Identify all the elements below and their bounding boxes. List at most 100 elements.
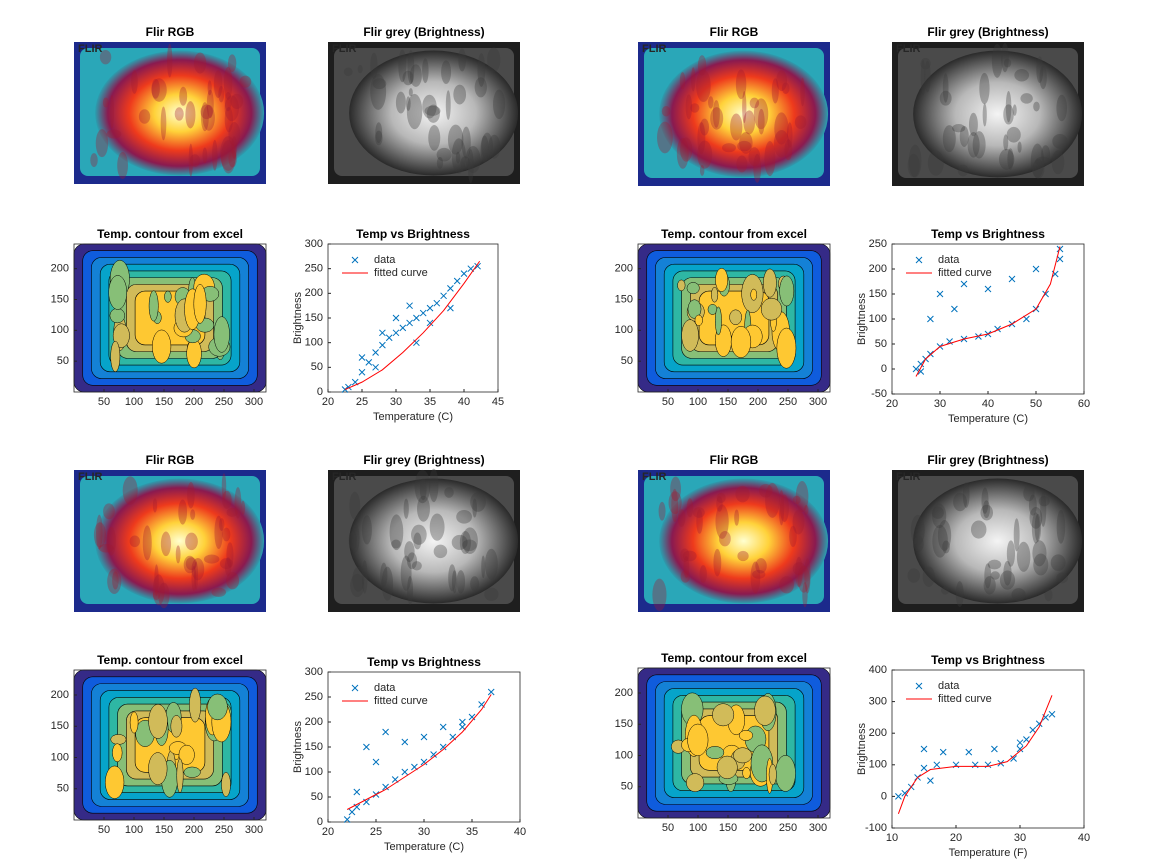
x-tick-label: 40 — [1078, 832, 1090, 844]
image-texture — [907, 153, 920, 178]
image-texture — [117, 151, 128, 180]
image-texture — [1017, 141, 1022, 153]
legend-label: fitted curve — [374, 267, 428, 279]
image-texture — [987, 559, 1002, 570]
image-texture — [239, 75, 252, 88]
image-texture — [952, 123, 966, 133]
image-texture — [924, 60, 931, 93]
y-tick-label: 300 — [305, 238, 323, 250]
image-texture — [152, 590, 161, 600]
y-tick-label: 200 — [869, 263, 887, 275]
y-tick-label: 50 — [875, 338, 887, 350]
image-texture — [413, 532, 422, 550]
image-texture — [941, 586, 950, 595]
x-tick-label: 45 — [492, 396, 504, 408]
data-point — [413, 314, 420, 322]
y-tick-label: 150 — [305, 312, 323, 324]
axes-box — [73, 669, 267, 821]
image-texture — [451, 534, 468, 550]
y-tick-label: 50 — [621, 781, 633, 793]
data-point — [939, 748, 947, 756]
image-texture — [436, 147, 452, 162]
data-point — [343, 816, 351, 823]
y-tick-label: 50 — [57, 783, 69, 795]
data-point — [372, 758, 380, 766]
image-texture — [188, 143, 193, 177]
image-texture — [226, 507, 238, 517]
contour-blob — [687, 299, 702, 319]
image-texture — [129, 535, 141, 548]
image-texture — [1036, 56, 1044, 84]
contour-blob — [750, 288, 758, 301]
y-tick-label: 300 — [305, 666, 323, 678]
image-texture — [968, 112, 978, 137]
image-texture — [696, 69, 711, 103]
image-texture — [467, 149, 474, 184]
image-logo: FLIR — [642, 43, 666, 55]
contour-blob — [213, 316, 230, 353]
image-texture — [106, 526, 116, 556]
x-tick-label: 40 — [982, 398, 994, 410]
image-texture — [403, 498, 409, 519]
chart-title: Temp. contour from excel — [661, 651, 807, 665]
x-axis-label: Temperature (C) — [384, 841, 464, 853]
image-texture — [736, 155, 748, 173]
image-texture — [710, 107, 724, 130]
image-texture — [908, 144, 922, 178]
image-heat — [659, 478, 829, 604]
image-texture — [152, 498, 158, 513]
image-texture — [1050, 554, 1066, 571]
image-texture — [697, 55, 707, 76]
image-heat — [349, 50, 519, 176]
data-point — [392, 314, 400, 322]
x-tick-label: 25 — [356, 396, 368, 408]
x-axis-label: Temperature (F) — [949, 847, 1028, 859]
image-texture — [1003, 134, 1009, 151]
image-heat — [349, 478, 519, 604]
image-texture — [462, 539, 477, 552]
data-point — [1023, 736, 1030, 743]
contour-blob — [711, 287, 719, 303]
image-texture — [422, 94, 437, 119]
y-tick-label: 150 — [51, 720, 69, 732]
x-tick-label: 200 — [185, 396, 203, 408]
image-texture — [1034, 513, 1042, 542]
image-texture — [771, 78, 779, 104]
image-texture — [1011, 588, 1026, 602]
image-texture — [391, 539, 401, 549]
image-texture — [222, 527, 231, 542]
contour-blob — [108, 275, 128, 310]
image-texture — [112, 571, 119, 590]
y-tick-label: 100 — [869, 759, 887, 771]
contour-fill — [73, 243, 267, 393]
x-tick-label: 20 — [950, 832, 962, 844]
data-point — [433, 299, 441, 307]
y-tick-label: 150 — [305, 741, 323, 753]
image-texture — [713, 548, 722, 577]
image-texture — [455, 151, 461, 164]
image-texture — [794, 115, 807, 129]
image-texture — [692, 507, 705, 518]
image-texture — [697, 140, 713, 169]
image-texture — [1003, 104, 1014, 125]
image-texture — [456, 570, 466, 594]
x-tick-label: 300 — [809, 822, 827, 834]
chart-title: Temp vs Brightness — [931, 227, 1045, 241]
y-tick-label: 200 — [305, 716, 323, 728]
contour-blob — [716, 755, 738, 779]
image-texture — [691, 67, 696, 92]
y-tick-label: 200 — [869, 727, 887, 739]
image-texture — [1041, 145, 1051, 164]
image-texture — [774, 112, 789, 145]
image-texture — [343, 67, 353, 77]
y-tick-label: 100 — [869, 313, 887, 325]
x-tick-label: 250 — [779, 396, 797, 408]
data-point — [960, 280, 968, 288]
data-point — [946, 338, 953, 345]
image-texture — [679, 72, 686, 90]
image-texture — [1003, 560, 1012, 586]
fitted-curve — [344, 260, 481, 390]
contour-blob — [186, 338, 202, 369]
chart-title: Temp vs Brightness — [356, 227, 470, 241]
image-texture — [967, 131, 980, 158]
